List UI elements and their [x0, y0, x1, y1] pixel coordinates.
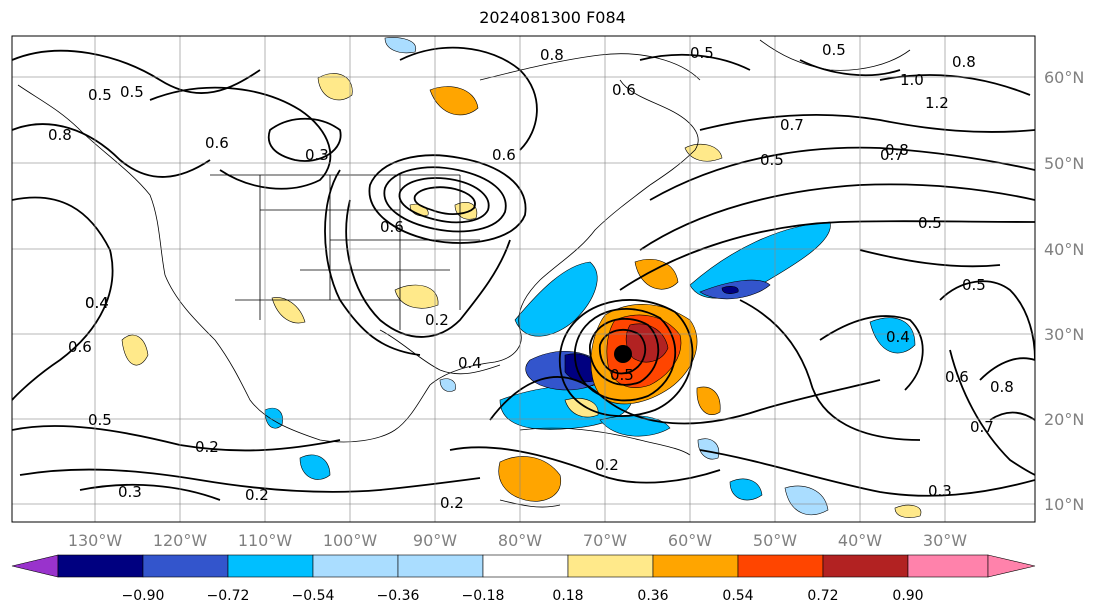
colorbar-extend-high: [987, 554, 1036, 578]
contour-label: 0.5: [962, 276, 986, 294]
graticule: [12, 36, 1035, 522]
contour-label: 0.2: [595, 456, 619, 474]
longitude-labels: 130°W 120°W 110°W 100°W 90°W 80°W 70°W 6…: [68, 531, 967, 550]
lon-label: 80°W: [498, 531, 542, 550]
contour-label: 0.5: [88, 86, 112, 104]
contour-label: 0.7: [880, 146, 904, 164]
colorbar-swatch: [737, 554, 824, 578]
contour-label: 0.5: [760, 151, 784, 169]
colorbar-swatch: [822, 554, 909, 578]
contour-label: 1.0: [900, 71, 924, 89]
lon-label: 120°W: [153, 531, 208, 550]
lon-label: 30°W: [923, 531, 967, 550]
latitude-labels: 60°N 50°N 40°N 30°N 20°N 10°N: [1044, 68, 1084, 514]
contour-label: 0.6: [205, 134, 229, 152]
lon-label: 60°W: [668, 531, 712, 550]
colorbar-tick: 0.18: [552, 588, 583, 604]
lon-label: 40°W: [838, 531, 882, 550]
contour-label: 0.2: [440, 494, 464, 512]
contour-lines: [12, 46, 1035, 501]
colorbar-swatch: [652, 554, 739, 578]
colorbar-tick: 0.36: [637, 588, 668, 604]
colorbar-swatch: [482, 554, 569, 578]
contour-label-group: 0.4 0.5 0.8 0.6 0.3 0.6 0.8 0.5 0.5 0.6 …: [48, 41, 1014, 512]
lat-label: 40°N: [1044, 240, 1084, 259]
contour-label: 0.2: [195, 438, 219, 456]
colorbar: [11, 554, 1036, 578]
shaded-anomalies: [121, 37, 922, 518]
contour-label: 0.4: [458, 354, 482, 372]
lon-label: 50°W: [753, 531, 797, 550]
lon-label: 110°W: [238, 531, 293, 550]
map-title: 2024081300 F084: [479, 8, 626, 27]
contour-label: 0.5: [610, 366, 634, 384]
lon-label: 70°W: [583, 531, 627, 550]
contour-label: 0.4: [886, 328, 910, 346]
contour-label: 0.5: [822, 41, 846, 59]
map-area: 0.4 0.5 0.8 0.6 0.3 0.6 0.8 0.5 0.5 0.6 …: [12, 36, 1035, 522]
lon-label: 130°W: [68, 531, 123, 550]
contour-label: 0.2: [245, 486, 269, 504]
storm-center-marker: [614, 345, 632, 363]
contour-label: 0.7: [970, 418, 994, 436]
contour-label: 0.8: [48, 126, 72, 144]
lat-label: 50°N: [1044, 154, 1084, 173]
colorbar-swatch: [57, 554, 144, 578]
contour-label: 0.3: [928, 482, 952, 500]
colorbar-tick: 0.72: [807, 588, 838, 604]
contour-label: 0.7: [780, 116, 804, 134]
colorbar-swatch: [312, 554, 399, 578]
colorbar-swatch: [227, 554, 314, 578]
contour-label: 0.3: [118, 483, 142, 501]
colorbar-swatch: [907, 554, 989, 578]
colorbar-tick: −0.72: [207, 588, 250, 604]
contour-label: 1.2: [925, 94, 949, 112]
colorbar-tick: 0.54: [722, 588, 753, 604]
lat-label: 60°N: [1044, 68, 1084, 87]
colorbar-tick: 0.90: [892, 588, 923, 604]
colorbar-tick: −0.18: [462, 588, 505, 604]
contour-label: 0.8: [990, 378, 1014, 396]
contour-label: 0.6: [945, 368, 969, 386]
contour-label: 0.4: [85, 294, 109, 312]
colorbar-swatch: [397, 554, 484, 578]
contour-label: 0.8: [540, 46, 564, 64]
colorbar-swatch: [142, 554, 229, 578]
map-frame: [11, 35, 1036, 523]
colorbar-swatch: [567, 554, 654, 578]
colorbar-tick: −0.54: [292, 588, 335, 604]
lat-label: 20°N: [1044, 410, 1084, 429]
contour-label: 0.8: [952, 53, 976, 71]
lat-label: 10°N: [1044, 495, 1084, 514]
contour-label: 0.6: [380, 218, 404, 236]
contour-label: 0.6: [68, 338, 92, 356]
contour-label: 0.5: [690, 44, 714, 62]
lon-label: 100°W: [323, 531, 378, 550]
contour-label: 0.4: [85, 294, 109, 312]
colorbar-extend-low: [11, 554, 59, 578]
contour-label: 0.2: [425, 311, 449, 329]
contour-label: 0.6: [612, 81, 636, 99]
contour-label: 0.5: [120, 83, 144, 101]
colorbar-ticks: −0.90 −0.72 −0.54 −0.36 −0.18 0.18 0.36 …: [122, 588, 924, 604]
lon-label: 90°W: [413, 531, 457, 550]
contour-label: 0.5: [918, 214, 942, 232]
contour-label: 0.5: [88, 411, 112, 429]
colorbar-tick: −0.36: [377, 588, 420, 604]
contour-label: 0.3: [305, 146, 329, 164]
contour-label: 0.8: [885, 141, 909, 159]
colorbar-tick: −0.90: [122, 588, 165, 604]
lat-label: 30°N: [1044, 325, 1084, 344]
contour-label: 0.6: [492, 146, 516, 164]
